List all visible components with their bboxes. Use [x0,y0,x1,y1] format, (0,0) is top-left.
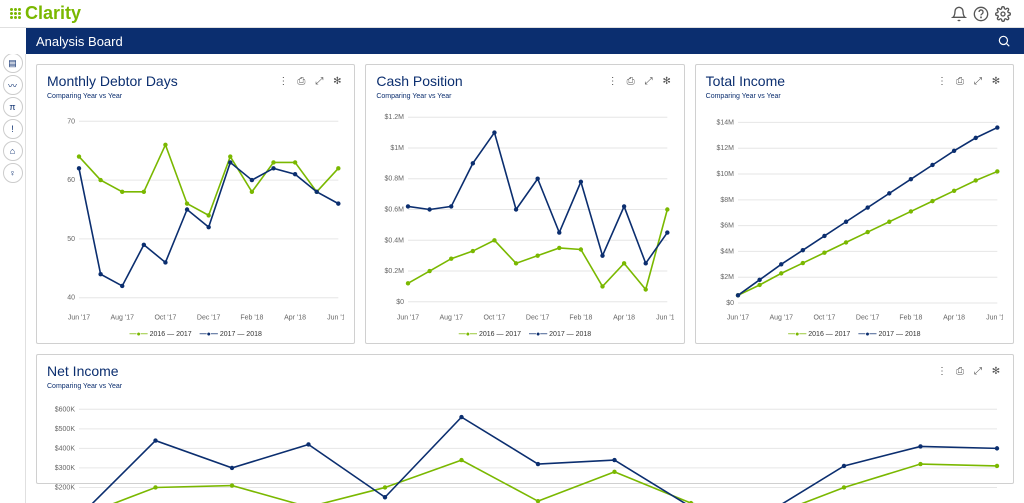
help-icon[interactable] [970,3,992,25]
card-title: Monthly Debtor Days [47,73,178,89]
top-bar: Clarity [0,0,1024,28]
svg-text:$0.8M: $0.8M [385,176,405,183]
net-income-chart: $0$100K$200K$300K$400K$500K$600K [47,392,1003,503]
brand-name: Clarity [25,3,81,24]
svg-text:$0: $0 [726,300,734,307]
card-title: Total Income [706,73,785,89]
svg-text:Aug '17: Aug '17 [769,315,793,322]
menu-icon[interactable]: ⋮ [606,74,620,88]
chart-legend: —●— 2016 — 2017—●— 2017 — 2018 [376,327,673,338]
svg-text:Oct '17: Oct '17 [154,315,176,322]
svg-text:$1M: $1M [391,145,405,152]
svg-text:$400K: $400K [55,445,76,452]
sidebar-item-1[interactable]: ▤ [3,54,23,73]
expand-icon[interactable]: ⤢ [642,74,656,88]
svg-text:Feb '18: Feb '18 [240,315,263,322]
chart-legend: —●— 2016 — 2017—●— 2017 — 2018 [706,327,1003,338]
svg-text:Dec '17: Dec '17 [197,315,221,322]
gear-icon[interactable]: ✻ [660,74,674,88]
print-icon[interactable]: ⎙ [953,74,967,88]
svg-text:Jun '17: Jun '17 [68,315,90,322]
income-chart: $0 $2M $4M $6M $8M $10M $12M $14M Jun '17 Aug '17… [706,102,1003,327]
card-subtitle: Comparing Year vs Year [47,383,1003,390]
svg-text:$200K: $200K [55,484,76,491]
svg-text:Jun '18: Jun '18 [656,315,673,322]
sidebar-item-2[interactable]: 〰 [3,75,23,95]
svg-text:Dec '17: Dec '17 [526,315,550,322]
svg-text:Jun '18: Jun '18 [327,315,344,322]
svg-text:Aug '17: Aug '17 [110,315,134,322]
menu-icon[interactable]: ⋮ [935,74,949,88]
svg-text:$0.2M: $0.2M [385,268,405,275]
svg-text:$6M: $6M [720,223,734,230]
svg-text:$14M: $14M [716,119,734,126]
svg-text:Jun '17: Jun '17 [397,315,419,322]
bell-icon[interactable] [948,3,970,25]
dashboard-content: Monthly Debtor Days ⋮ ⎙ ⤢ ✻ Comparing Ye… [26,54,1024,503]
svg-text:Feb '18: Feb '18 [899,315,922,322]
svg-text:Feb '18: Feb '18 [570,315,593,322]
card-cash-position: Cash Position ⋮ ⎙ ⤢ ✻ Comparing Year vs … [365,64,684,344]
svg-text:Apr '18: Apr '18 [613,315,635,322]
expand-icon[interactable]: ⤢ [971,364,985,378]
page-title: Analysis Board [36,34,123,49]
svg-text:$12M: $12M [716,145,734,152]
sidebar-item-5[interactable]: ⌂ [3,141,23,161]
svg-text:$500K: $500K [55,426,76,433]
svg-text:$0: $0 [397,299,405,306]
svg-text:40: 40 [67,295,75,302]
expand-icon[interactable]: ⤢ [312,74,326,88]
svg-text:$4M: $4M [720,248,734,255]
card-total-income: Total Income ⋮ ⎙ ⤢ ✻ Comparing Year vs Y… [695,64,1014,344]
gear-icon[interactable]: ✻ [330,74,344,88]
svg-text:$2M: $2M [720,274,734,281]
chart-legend: —●— 2016 — 2017—●— 2017 — 2018 [47,327,344,338]
card-subtitle: Comparing Year vs Year [706,93,1003,100]
svg-text:Apr '18: Apr '18 [943,315,965,322]
svg-text:Jun '18: Jun '18 [986,315,1003,322]
card-subtitle: Comparing Year vs Year [47,93,344,100]
logo-icon [10,8,21,19]
card-debtor-days: Monthly Debtor Days ⋮ ⎙ ⤢ ✻ Comparing Ye… [36,64,355,344]
card-subtitle: Comparing Year vs Year [376,93,673,100]
svg-text:$600K: $600K [55,406,76,413]
search-icon[interactable] [994,31,1014,51]
sidebar-item-4[interactable]: ! [3,119,23,139]
debtor-chart: 40 50 60 70 Jun '17 Aug '17 Oct '17 Dec '17 Feb … [47,102,344,327]
menu-icon[interactable]: ⋮ [276,74,290,88]
svg-text:70: 70 [67,118,75,125]
svg-text:$0.6M: $0.6M [385,207,405,214]
svg-text:$0.4M: $0.4M [385,237,405,244]
cash-chart: $0 $0.2M $0.4M $0.6M $0.8M $1M $1.2M Jun '17 Aug… [376,102,673,327]
svg-text:50: 50 [67,236,75,243]
expand-icon[interactable]: ⤢ [971,74,985,88]
gear-icon[interactable]: ✻ [989,364,1003,378]
card-net-income: Net Income ⋮ ⎙ ⤢ ✻ Comparing Year vs Yea… [36,354,1014,484]
svg-text:$300K: $300K [55,465,76,472]
svg-text:Oct '17: Oct '17 [484,315,506,322]
svg-text:Jun '17: Jun '17 [726,315,748,322]
svg-text:60: 60 [67,177,75,184]
svg-text:$8M: $8M [720,197,734,204]
print-icon[interactable]: ⎙ [294,74,308,88]
svg-text:Aug '17: Aug '17 [440,315,464,322]
print-icon[interactable]: ⎙ [953,364,967,378]
title-bar: Analysis Board [26,28,1024,54]
svg-text:Oct '17: Oct '17 [813,315,835,322]
sidebar: ≋▤〰π!⌂♀ [0,54,26,503]
svg-text:Dec '17: Dec '17 [856,315,880,322]
svg-text:$10M: $10M [716,171,734,178]
menu-icon[interactable]: ⋮ [935,364,949,378]
gear-icon[interactable] [992,3,1014,25]
brand-logo: Clarity [10,3,81,24]
card-title: Net Income [47,363,119,379]
sidebar-item-6[interactable]: ♀ [3,163,23,183]
print-icon[interactable]: ⎙ [624,74,638,88]
svg-text:Apr '18: Apr '18 [284,315,306,322]
gear-icon[interactable]: ✻ [989,74,1003,88]
sidebar-item-3[interactable]: π [3,97,23,117]
card-title: Cash Position [376,73,462,89]
svg-text:$1.2M: $1.2M [385,114,405,121]
